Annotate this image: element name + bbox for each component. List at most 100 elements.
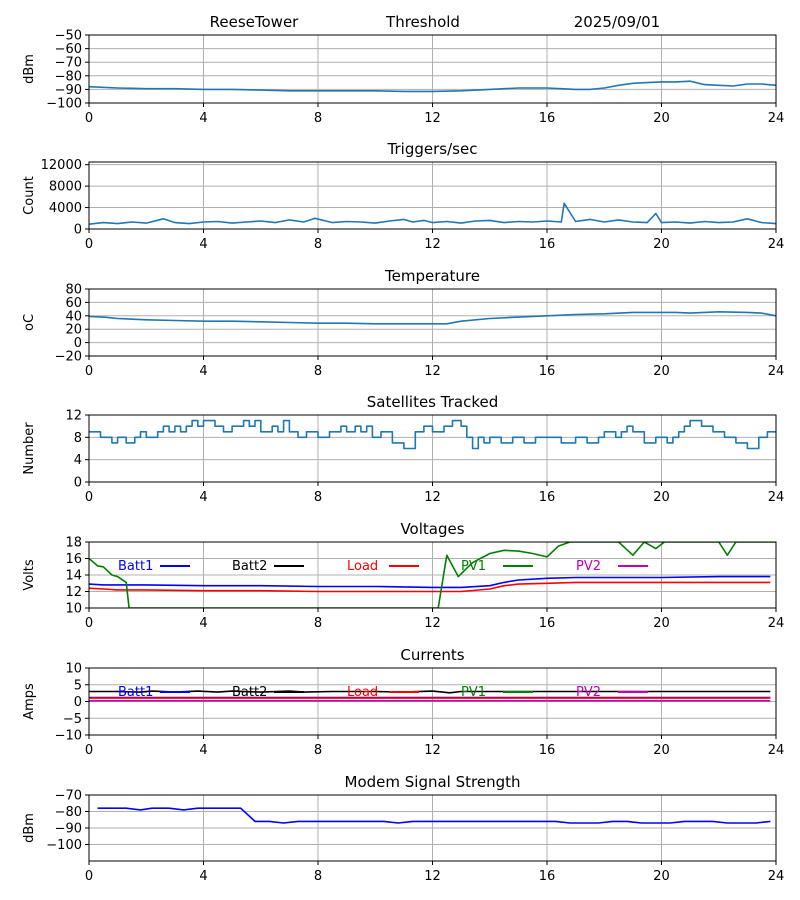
y-tick-label: 40 [65, 309, 82, 324]
y-axis-label: Number [22, 422, 37, 475]
legend-label-load: Load [347, 559, 378, 574]
legend-label-pv2: PV2 [576, 685, 601, 700]
series-line-1 [89, 80, 776, 93]
x-tick-label: 24 [768, 237, 785, 252]
x-tick-label: 24 [768, 111, 785, 126]
x-tick-label: 20 [653, 869, 670, 884]
y-tick-label: −90 [55, 822, 82, 837]
x-tick-label: 0 [85, 616, 93, 631]
x-tick-label: 24 [768, 490, 785, 505]
x-tick-label: 24 [768, 616, 785, 631]
y-axis-label: dBm [22, 813, 37, 843]
x-tick-label: 12 [424, 490, 441, 505]
panel-title: Temperature [384, 267, 480, 285]
y-tick-label: −80 [55, 805, 82, 820]
y-tick-label: 12 [65, 409, 82, 424]
grid [88, 794, 777, 861]
x-tick-label: 8 [314, 111, 322, 126]
series-group [89, 690, 771, 702]
grid [88, 34, 777, 104]
y-tick-label: 60 [65, 296, 82, 311]
y-axis-label: oC [22, 314, 37, 331]
y-tick-label: 8000 [49, 180, 82, 195]
series-line-1 [89, 202, 776, 225]
y-tick-label: 4 [74, 453, 82, 468]
series-group [89, 419, 776, 450]
y-tick-label: −70 [55, 56, 82, 71]
series-group [89, 202, 776, 225]
x-tick-label: 8 [314, 869, 322, 884]
series-group [89, 311, 776, 325]
legend-label-batt2: Batt2 [232, 559, 267, 574]
x-tick-label: 0 [85, 869, 93, 884]
x-tick-label: 4 [199, 869, 207, 884]
x-tick-label: 20 [653, 237, 670, 252]
y-tick-label: −10 [55, 729, 82, 744]
x-tick-label: 16 [539, 490, 556, 505]
legend: Batt1 Batt2 Load PV1 PV2 [118, 685, 648, 700]
legend-label-pv2: PV2 [576, 559, 601, 574]
y-tick-label: 18 [65, 536, 82, 551]
x-tick-label: 16 [539, 111, 556, 126]
series-line-batt1 [89, 575, 771, 589]
panel-title: Triggers/sec [387, 140, 478, 158]
series-line-batt2 [89, 690, 771, 694]
x-tick-label: 16 [539, 743, 556, 758]
y-tick-label: 10 [65, 602, 82, 617]
y-tick-label: −20 [55, 350, 82, 365]
panel-title: Currents [400, 646, 464, 664]
grid [88, 288, 777, 357]
x-tick-label: 8 [314, 490, 322, 505]
panel-title: Voltages [400, 520, 464, 538]
x-tick-label: 16 [539, 237, 556, 252]
x-tick-label: 12 [424, 743, 441, 758]
x-tick-label: 20 [653, 743, 670, 758]
y-tick-label: 16 [65, 552, 82, 567]
series-line-pv1 [89, 542, 776, 608]
y-tick-label: 4000 [49, 201, 82, 216]
legend-label-pv1: PV1 [461, 559, 486, 574]
series-group [89, 80, 776, 93]
x-tick-label: 12 [424, 237, 441, 252]
y-axis-label: Amps [22, 683, 37, 720]
y-axis-label: dBm [22, 54, 37, 84]
x-tick-label: 0 [85, 364, 93, 379]
series-group [89, 542, 776, 608]
figure-header: ReeseTower Threshold 2025/09/01 [210, 13, 661, 31]
legend-label-pv1: PV1 [461, 685, 486, 700]
legend-label-batt1: Batt1 [118, 559, 153, 574]
chart-panel-7: 0 4 8 12 16 20 24 −100−90 −80−70 dBm Modem Signal … [22, 773, 784, 884]
y-tick-label: 0 [74, 476, 82, 491]
x-tick-label: 24 [768, 364, 785, 379]
y-tick-label: −90 [55, 83, 82, 98]
y-tick-label: 12000 [41, 158, 82, 173]
chart-panel-2: 0 4 8 12 16 20 24 0 4000 8000 12000 Count Triggers/s… [22, 140, 784, 252]
x-tick-label: 4 [199, 490, 207, 505]
y-axis-label: Count [22, 176, 37, 215]
y-tick-label: 8 [74, 431, 82, 446]
legend-label-batt2: Batt2 [232, 685, 267, 700]
x-tick-label: 24 [768, 743, 785, 758]
y-tick-label: 10 [65, 662, 82, 677]
x-tick-label: 20 [653, 616, 670, 631]
panel-title: Modem Signal Strength [345, 773, 521, 791]
y-tick-label: −5 [63, 712, 82, 727]
y-tick-label: 80 [65, 283, 82, 298]
y-tick-label: 0 [74, 695, 82, 710]
station-name: ReeseTower [210, 13, 300, 31]
chart-panel-4: 0 4 8 12 16 20 24 0 4 8 12 Number Satellites Tracked [22, 393, 784, 505]
chart-panel-1: 0 4 8 12 16 20 24 −100−90−80−70−60−50 dBm [22, 29, 784, 127]
x-tick-label: 12 [424, 869, 441, 884]
series-line-1 [89, 419, 776, 450]
x-tick-label: 12 [424, 364, 441, 379]
legend-label-batt1: Batt1 [118, 685, 153, 700]
y-tick-label: 20 [65, 323, 82, 338]
legend: Batt1 Batt2 Load PV1 PV2 [118, 559, 648, 574]
x-tick-label: 8 [314, 743, 322, 758]
y-axis-label: Volts [22, 559, 37, 591]
y-tick-label: −50 [55, 29, 82, 44]
